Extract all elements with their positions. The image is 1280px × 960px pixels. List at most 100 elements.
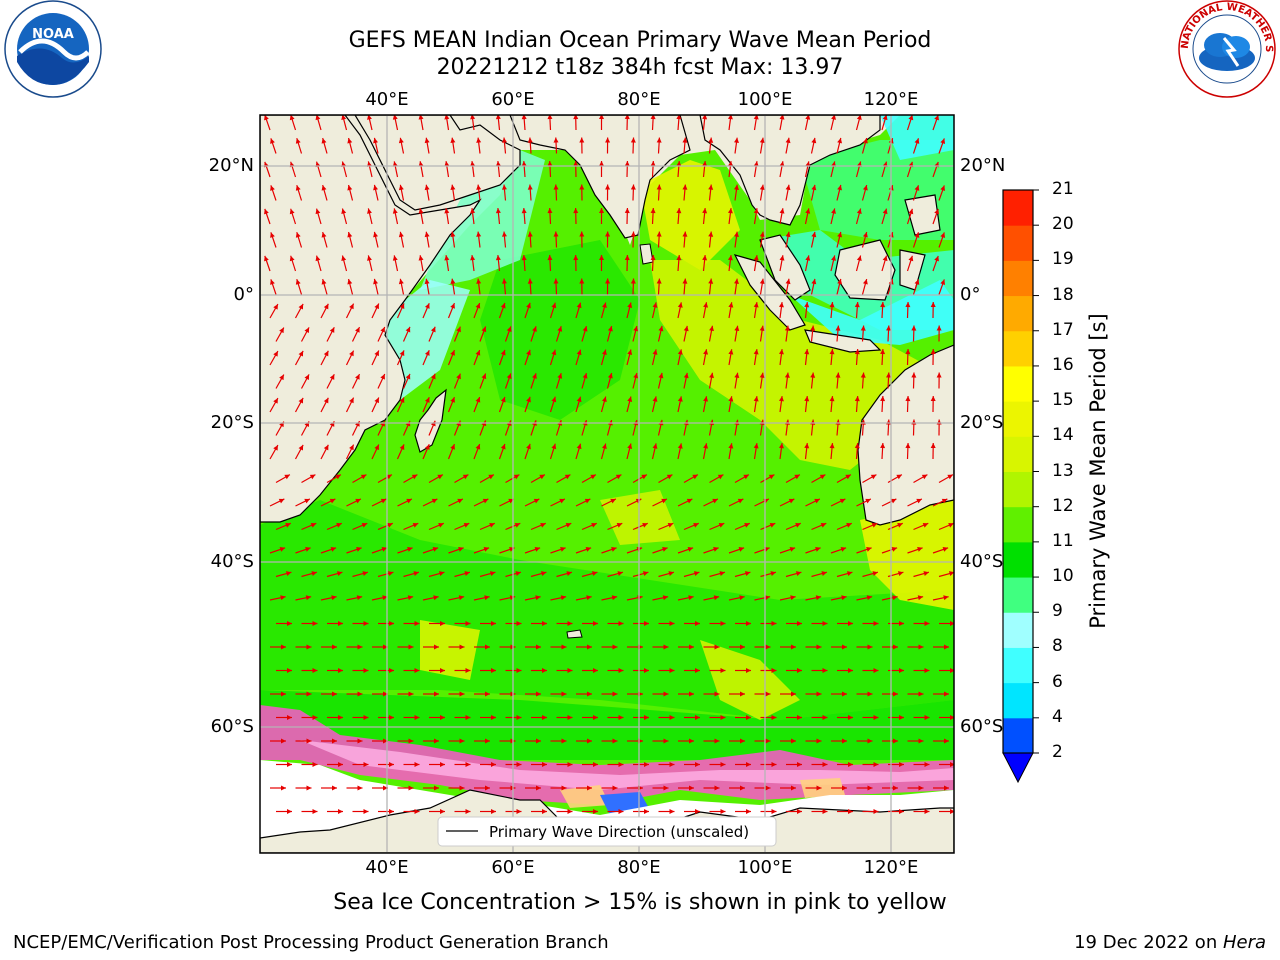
- wave-arrow-head: [285, 571, 292, 576]
- wave-arrow-head: [440, 668, 445, 673]
- wave-arrow-head: [703, 349, 709, 355]
- wave-arrow-head: [332, 785, 337, 791]
- wave-arrow-head: [768, 474, 775, 480]
- wave-arrow-head: [663, 738, 669, 744]
- wave-arrow-head: [719, 571, 725, 576]
- wave-arrow-head: [703, 443, 709, 449]
- wave-arrow-head: [713, 547, 719, 552]
- wave-arrow-head: [652, 302, 658, 308]
- colorbar-segment: [1003, 717, 1033, 754]
- wave-arrow-head: [470, 208, 476, 214]
- colorbar-tick-label: 10: [1052, 566, 1074, 587]
- wave-arrow-head: [561, 738, 567, 744]
- wave-arrow-head: [521, 255, 527, 261]
- wave-arrow-head: [485, 738, 490, 744]
- wave-arrow-head: [924, 621, 930, 626]
- wave-arrow-head: [408, 785, 414, 791]
- wave-arrow-head: [765, 644, 771, 650]
- wave-arrow-head: [380, 373, 385, 380]
- wave-arrow-head: [450, 350, 455, 356]
- wave-arrow-head: [321, 279, 327, 285]
- wave-arrow-head: [607, 373, 613, 379]
- wave-arrow-head: [357, 738, 363, 744]
- wave-arrow-head: [610, 498, 616, 504]
- footer-date: 19 Dec 2022 on Hera: [1074, 932, 1266, 953]
- lat-tick-right: 60°S: [960, 716, 1004, 737]
- wave-arrow-head: [893, 644, 898, 650]
- wave-arrow-head: [536, 644, 541, 650]
- wave-arrow-head: [295, 232, 301, 238]
- wave-arrow-head: [867, 691, 873, 697]
- wave-arrow-head: [306, 738, 312, 744]
- wave-arrow-head: [382, 595, 388, 601]
- lat-tick-right: 40°S: [960, 551, 1004, 572]
- wave-arrow-head: [709, 325, 714, 332]
- wave-arrow-head: [424, 303, 430, 309]
- colorbar-segment: [1003, 190, 1033, 226]
- wave-arrow-head: [349, 397, 354, 404]
- wave-arrow-head: [728, 443, 734, 449]
- wave-arrow-head: [837, 231, 843, 238]
- wave-arrow-head: [560, 547, 566, 552]
- wave-arrow-head: [916, 498, 922, 504]
- wave-arrow-head: [338, 621, 343, 626]
- wave-arrow-head: [624, 208, 630, 214]
- wave-arrow-head: [527, 137, 533, 143]
- wave-arrow-head: [746, 621, 751, 626]
- wave-arrow-head: [930, 396, 936, 402]
- wave-arrow-head: [551, 349, 557, 356]
- wave-arrow-head: [753, 443, 759, 449]
- wave-arrow-head: [440, 809, 445, 814]
- wave-arrow-head: [414, 762, 420, 767]
- wave-arrow-head: [450, 137, 456, 143]
- wave-arrow-head: [811, 278, 817, 285]
- wave-arrow-head: [332, 738, 337, 744]
- lon-tick-top: 80°E: [617, 89, 661, 110]
- wave-arrow-head: [873, 668, 879, 673]
- colorbar-segment: [1003, 401, 1033, 437]
- wave-arrow-head: [287, 762, 292, 767]
- wave-arrow-head: [911, 325, 917, 331]
- wave-arrow-head: [450, 444, 455, 450]
- nws-logo: NATIONAL WEATHER SERVICE: [1176, 0, 1276, 98]
- wave-arrow-head: [866, 547, 872, 552]
- wave-arrow-head: [770, 571, 776, 576]
- wave-arrow-head: [476, 278, 482, 284]
- wave-arrow-head: [315, 115, 321, 121]
- wave-arrow-head: [744, 522, 750, 528]
- wave-arrow-head: [892, 595, 898, 601]
- wave-arrow-head: [854, 396, 860, 402]
- wave-arrow-head: [349, 303, 354, 310]
- wave-arrow-head: [383, 691, 388, 697]
- wave-arrow-head: [759, 184, 765, 191]
- wave-arrow-head: [611, 547, 617, 552]
- wave-arrow-head: [867, 738, 873, 744]
- wave-arrow-head: [387, 522, 393, 528]
- wave-arrow-head: [873, 762, 879, 767]
- wave-arrow-head: [814, 498, 820, 504]
- wave-arrow-head: [708, 231, 714, 237]
- wave-arrow-head: [860, 372, 866, 378]
- wave-arrow-head: [336, 522, 342, 528]
- wave-arrow-head: [576, 396, 582, 403]
- wave-arrow-head: [627, 302, 633, 308]
- wave-arrow-head: [831, 255, 836, 261]
- wave-arrow-head: [771, 668, 777, 673]
- wave-arrow-head: [521, 161, 527, 167]
- wave-arrow-head: [424, 278, 430, 285]
- wave-arrow-head: [374, 397, 379, 404]
- wave-arrow-head: [424, 350, 430, 356]
- wave-arrow-head: [281, 785, 286, 791]
- colorbar-segment: [1003, 330, 1033, 367]
- wave-arrow-head: [561, 691, 567, 697]
- wave-arrow-head: [689, 738, 694, 744]
- wave-arrow-head: [676, 115, 682, 120]
- wave-arrow-head: [689, 785, 694, 791]
- wave-arrow-head: [450, 303, 455, 309]
- wave-arrow-head: [862, 279, 868, 285]
- wave-arrow-head: [662, 595, 669, 601]
- wave-arrow-head: [363, 762, 369, 767]
- wave-arrow-head: [795, 571, 802, 576]
- wave-arrow-head: [321, 138, 327, 144]
- wave-arrow-head: [547, 115, 553, 120]
